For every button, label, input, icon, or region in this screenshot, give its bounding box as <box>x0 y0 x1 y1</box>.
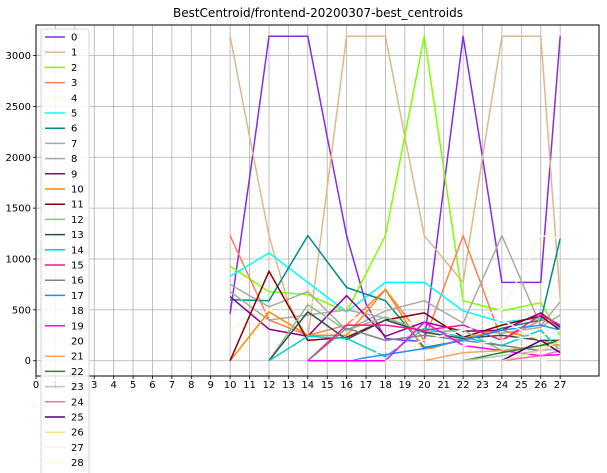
legend-label: 14 <box>71 245 84 256</box>
series-line-23 <box>463 347 561 362</box>
x-tick-label: 15 <box>321 380 334 391</box>
legend-label: 20 <box>71 337 84 348</box>
legend-label: 19 <box>71 321 84 332</box>
legend-label: 6 <box>71 124 77 135</box>
legend-label: 25 <box>71 413 84 424</box>
legend-label: 21 <box>71 352 84 363</box>
legend-box <box>40 28 90 473</box>
y-tick-label: 3000 <box>6 51 31 62</box>
x-tick-label: 7 <box>169 380 175 391</box>
legend-label: 12 <box>71 215 84 226</box>
series-line-7 <box>229 234 561 331</box>
series-line-16 <box>307 327 561 362</box>
x-tick-label: 8 <box>188 380 194 391</box>
x-tick-label: 26 <box>534 380 547 391</box>
series-line-14 <box>268 327 561 362</box>
y-tick-label: 1000 <box>6 255 31 266</box>
series-line-22 <box>462 339 561 362</box>
legend-label: 23 <box>71 382 84 393</box>
x-tick-label: 11 <box>243 380 256 391</box>
x-tick-label: 22 <box>457 380 470 391</box>
x-tick-label: 4 <box>110 380 116 391</box>
chart-title: BestCentroid/frontend-20200307-best_cent… <box>173 6 463 20</box>
x-tick-label: 0 <box>33 380 39 391</box>
legend-label: 22 <box>71 367 84 378</box>
y-tick-label: 2000 <box>6 153 31 164</box>
x-tick-label: 25 <box>515 380 528 391</box>
x-tick-label: 3 <box>91 380 97 391</box>
legend-label: 5 <box>71 109 77 120</box>
legend-label: 17 <box>71 291 84 302</box>
x-tick-label: 19 <box>398 380 411 391</box>
series-line-2 <box>229 35 561 336</box>
y-axis: 0 500 1000 1500 2000 2500 3000 <box>6 51 36 367</box>
series-line-19 <box>307 321 561 362</box>
legend-label: 18 <box>71 306 84 317</box>
series-line-26 <box>501 339 561 362</box>
legend-label: 16 <box>71 276 84 287</box>
legend-label: 7 <box>71 139 77 150</box>
x-tick-label: 13 <box>282 380 295 391</box>
series-line-13 <box>268 311 561 362</box>
series-line-24 <box>501 349 561 362</box>
legend-label: 10 <box>71 185 84 196</box>
legend-label: 24 <box>71 397 84 408</box>
grid-lines <box>35 25 599 376</box>
legend-label: 27 <box>71 443 84 454</box>
legend-label: 26 <box>71 428 84 439</box>
x-tick-label: 27 <box>554 380 567 391</box>
x-tick-label: 23 <box>476 380 489 391</box>
series-line-25 <box>501 339 561 362</box>
legend-label: 3 <box>71 78 77 89</box>
series-line-20 <box>385 329 561 362</box>
legend-label: 15 <box>71 261 84 272</box>
x-axis: 0123456789101112131415161718192021222324… <box>33 376 567 391</box>
x-tick-label: 18 <box>379 380 392 391</box>
legend-label: 28 <box>71 458 84 469</box>
legend-label: 11 <box>71 200 84 211</box>
x-tick-label: 16 <box>340 380 353 391</box>
y-tick-label: 0 <box>25 356 31 367</box>
y-tick-label: 2500 <box>6 102 31 113</box>
x-tick-label: 17 <box>360 380 373 391</box>
legend-label: 0 <box>71 33 77 44</box>
y-tick-label: 500 <box>12 305 31 316</box>
plot-frame <box>35 24 600 377</box>
x-tick-label: 9 <box>208 380 214 391</box>
x-tick-label: 10 <box>224 380 237 391</box>
legend-label: 4 <box>71 93 77 104</box>
series-line-21 <box>424 344 561 362</box>
series-line-17 <box>346 324 561 362</box>
x-tick-label: 24 <box>496 380 509 391</box>
x-tick-label: 5 <box>130 380 136 391</box>
x-tick-label: 12 <box>263 380 276 391</box>
x-tick-label: 21 <box>437 380 450 391</box>
series-line-28 <box>540 356 561 362</box>
x-tick-label: 6 <box>149 380 155 391</box>
series-lines <box>229 35 561 362</box>
x-tick-label: 20 <box>418 380 431 391</box>
legend-label: 8 <box>71 154 77 165</box>
legend: 0123456789101112131415161718192021222324… <box>40 28 90 473</box>
legend-label: 13 <box>71 230 84 241</box>
legend-label: 2 <box>71 63 77 74</box>
series-line-11 <box>229 270 561 361</box>
legend-label: 1 <box>71 48 77 59</box>
y-tick-label: 1500 <box>6 204 31 215</box>
series-line-15 <box>307 314 561 362</box>
series-line-10 <box>229 288 561 362</box>
legend-label: 9 <box>71 169 77 180</box>
x-tick-label: 14 <box>301 380 314 391</box>
